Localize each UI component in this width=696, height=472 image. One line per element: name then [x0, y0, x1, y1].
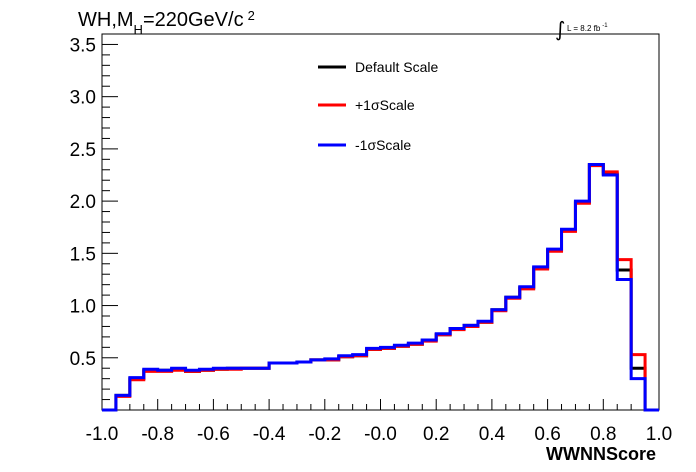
- title-rest: =220GeV/c: [143, 9, 244, 31]
- x-tick-label: 0.6: [534, 424, 560, 445]
- lumi-integral: ∫: [555, 17, 565, 41]
- y-tick-label: 1.0: [70, 297, 96, 318]
- title-main: WH,M: [78, 9, 134, 31]
- y-tick-label: 2.0: [70, 192, 96, 213]
- series-layer: [102, 163, 659, 412]
- x-tick-label: -0.8: [141, 424, 174, 445]
- x-tick-label: -0.6: [197, 424, 230, 445]
- title-superscript: 2: [248, 8, 255, 23]
- x-tick-label: -0.0: [364, 424, 397, 445]
- lumi-text: L = 8.2 fb: [567, 24, 601, 33]
- x-tick-label: 0.4: [479, 424, 506, 445]
- x-tick-label: 1.0: [646, 424, 672, 445]
- x-tick-label: -0.2: [308, 424, 341, 445]
- y-tick-label: 3.0: [70, 88, 96, 109]
- x-axis-title: WWNNScore: [546, 444, 656, 464]
- lumi-label: L = 8.2 fb -1: [567, 23, 608, 33]
- x-tick-label: -0.4: [253, 424, 286, 445]
- legend-label: Default Scale: [355, 59, 438, 75]
- title-subscript: H: [134, 22, 143, 37]
- histogram-series: [102, 163, 659, 412]
- y-axis: 0.5 1.0 1.5 2.0 2.5 3.0 3.5: [70, 33, 118, 401]
- chart-title: WH,MH=220GeV/c 2: [78, 8, 255, 37]
- y-tick-label: 2.5: [70, 140, 96, 161]
- legend-label: -1σScale: [355, 137, 411, 153]
- x-tick-label: 0.2: [423, 424, 449, 445]
- x-tick-label: 0.8: [590, 424, 616, 445]
- y-tick-label: 0.5: [70, 349, 96, 370]
- y-tick-label: 1.5: [70, 244, 96, 265]
- legend: Default Scale +1σScale -1σScale: [318, 59, 438, 153]
- lumi-superscript: -1: [602, 23, 608, 29]
- legend-label: +1σScale: [355, 97, 415, 113]
- y-tick-label: 3.5: [70, 35, 96, 56]
- x-axis: -1.0 -0.8 -0.6 -0.4 -0.2 -0.0 0.2 0.4 0.6 0.8 1.0: [86, 399, 672, 445]
- x-tick-label: -1.0: [86, 424, 119, 445]
